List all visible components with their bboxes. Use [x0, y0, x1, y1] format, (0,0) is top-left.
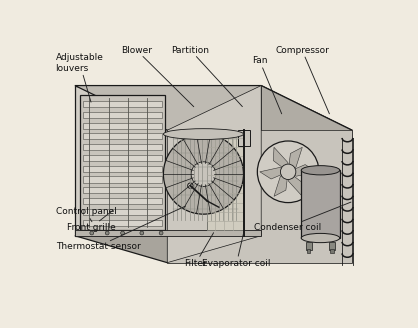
Circle shape [105, 231, 109, 235]
Circle shape [163, 134, 243, 214]
Polygon shape [288, 172, 303, 196]
Text: Thermostat sensor: Thermostat sensor [56, 206, 186, 251]
Circle shape [121, 231, 125, 235]
Text: Control panel: Control panel [56, 207, 117, 222]
Polygon shape [288, 165, 316, 176]
Text: Front grille: Front grille [67, 211, 116, 232]
Circle shape [191, 162, 216, 186]
Polygon shape [288, 147, 302, 172]
Bar [75, 230, 261, 236]
Bar [331, 249, 334, 254]
Text: Evaporator coil: Evaporator coil [202, 233, 271, 268]
Bar [301, 170, 340, 238]
Circle shape [159, 231, 163, 235]
Ellipse shape [163, 129, 243, 139]
Polygon shape [274, 172, 288, 196]
Polygon shape [83, 155, 162, 161]
Polygon shape [273, 147, 288, 172]
Circle shape [188, 183, 193, 188]
Polygon shape [207, 135, 244, 230]
Text: Condenser coil: Condenser coil [254, 202, 351, 232]
Polygon shape [83, 187, 162, 194]
Ellipse shape [301, 166, 340, 175]
Polygon shape [261, 86, 352, 263]
Circle shape [280, 164, 296, 179]
Polygon shape [80, 95, 165, 230]
Polygon shape [83, 198, 162, 204]
Polygon shape [167, 86, 261, 263]
Polygon shape [83, 112, 162, 118]
Bar [329, 242, 335, 250]
Polygon shape [83, 166, 162, 172]
Text: Compressor: Compressor [275, 46, 329, 114]
Ellipse shape [301, 234, 340, 243]
Text: Adjustable
louvers: Adjustable louvers [56, 53, 104, 102]
Polygon shape [83, 133, 162, 139]
Bar [238, 130, 250, 146]
Circle shape [257, 141, 319, 203]
Polygon shape [83, 101, 162, 107]
Text: Partition: Partition [171, 46, 242, 107]
Bar [307, 249, 311, 254]
Text: Fan: Fan [252, 56, 282, 114]
Polygon shape [83, 219, 162, 226]
Circle shape [140, 231, 144, 235]
Polygon shape [83, 123, 162, 129]
Polygon shape [83, 176, 162, 183]
Polygon shape [75, 236, 352, 263]
Text: Filter: Filter [184, 233, 214, 268]
Polygon shape [83, 144, 162, 150]
Polygon shape [260, 167, 288, 179]
Text: Blower: Blower [121, 46, 194, 107]
Circle shape [90, 231, 94, 235]
Bar [306, 242, 312, 250]
Polygon shape [83, 209, 162, 215]
Polygon shape [75, 86, 261, 236]
Polygon shape [167, 130, 352, 263]
Polygon shape [75, 86, 352, 130]
